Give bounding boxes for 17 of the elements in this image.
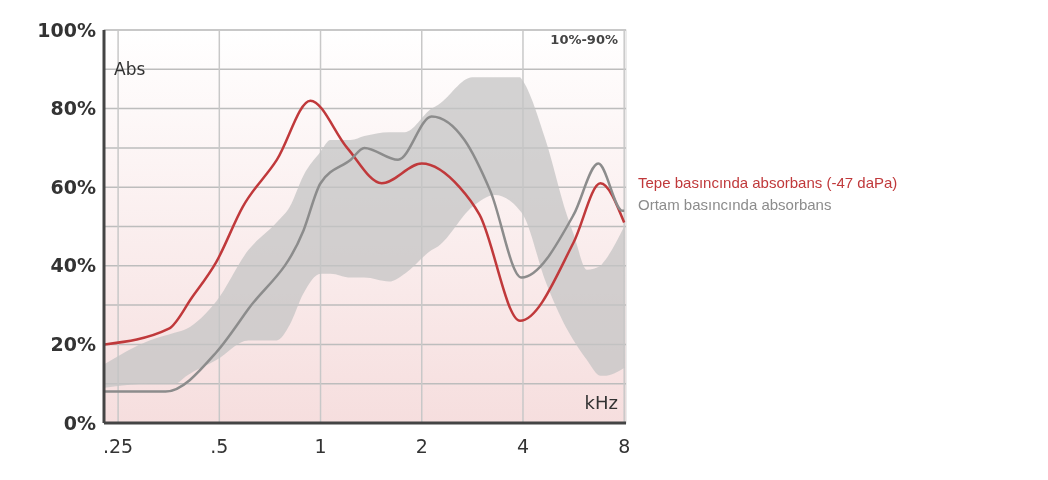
annotation: 10%-90% (550, 32, 618, 47)
series-label: Ortam basıncında absorbans (638, 196, 832, 213)
y-tick-label: 100% (37, 18, 96, 41)
y-axis-title: Abs (114, 59, 146, 80)
x-axis-title: kHz (584, 392, 618, 413)
y-tick-label: 60% (50, 175, 96, 198)
x-tick-label: .25 (102, 435, 134, 457)
x-tick-label: 4 (516, 435, 530, 457)
x-tick-label: 2 (415, 435, 428, 457)
y-tick-label: 40% (50, 254, 96, 277)
series-label: Tepe basıncında absorbans (-47 daPa) (638, 174, 898, 191)
y-tick-label: 0% (63, 411, 96, 434)
x-tick-label: 1 (314, 435, 327, 457)
x-tick-label: 8 (618, 435, 631, 457)
y-tick-label: 20% (50, 333, 96, 356)
y-tick-label: 80% (50, 97, 96, 120)
x-tick-label: .5 (210, 435, 229, 457)
